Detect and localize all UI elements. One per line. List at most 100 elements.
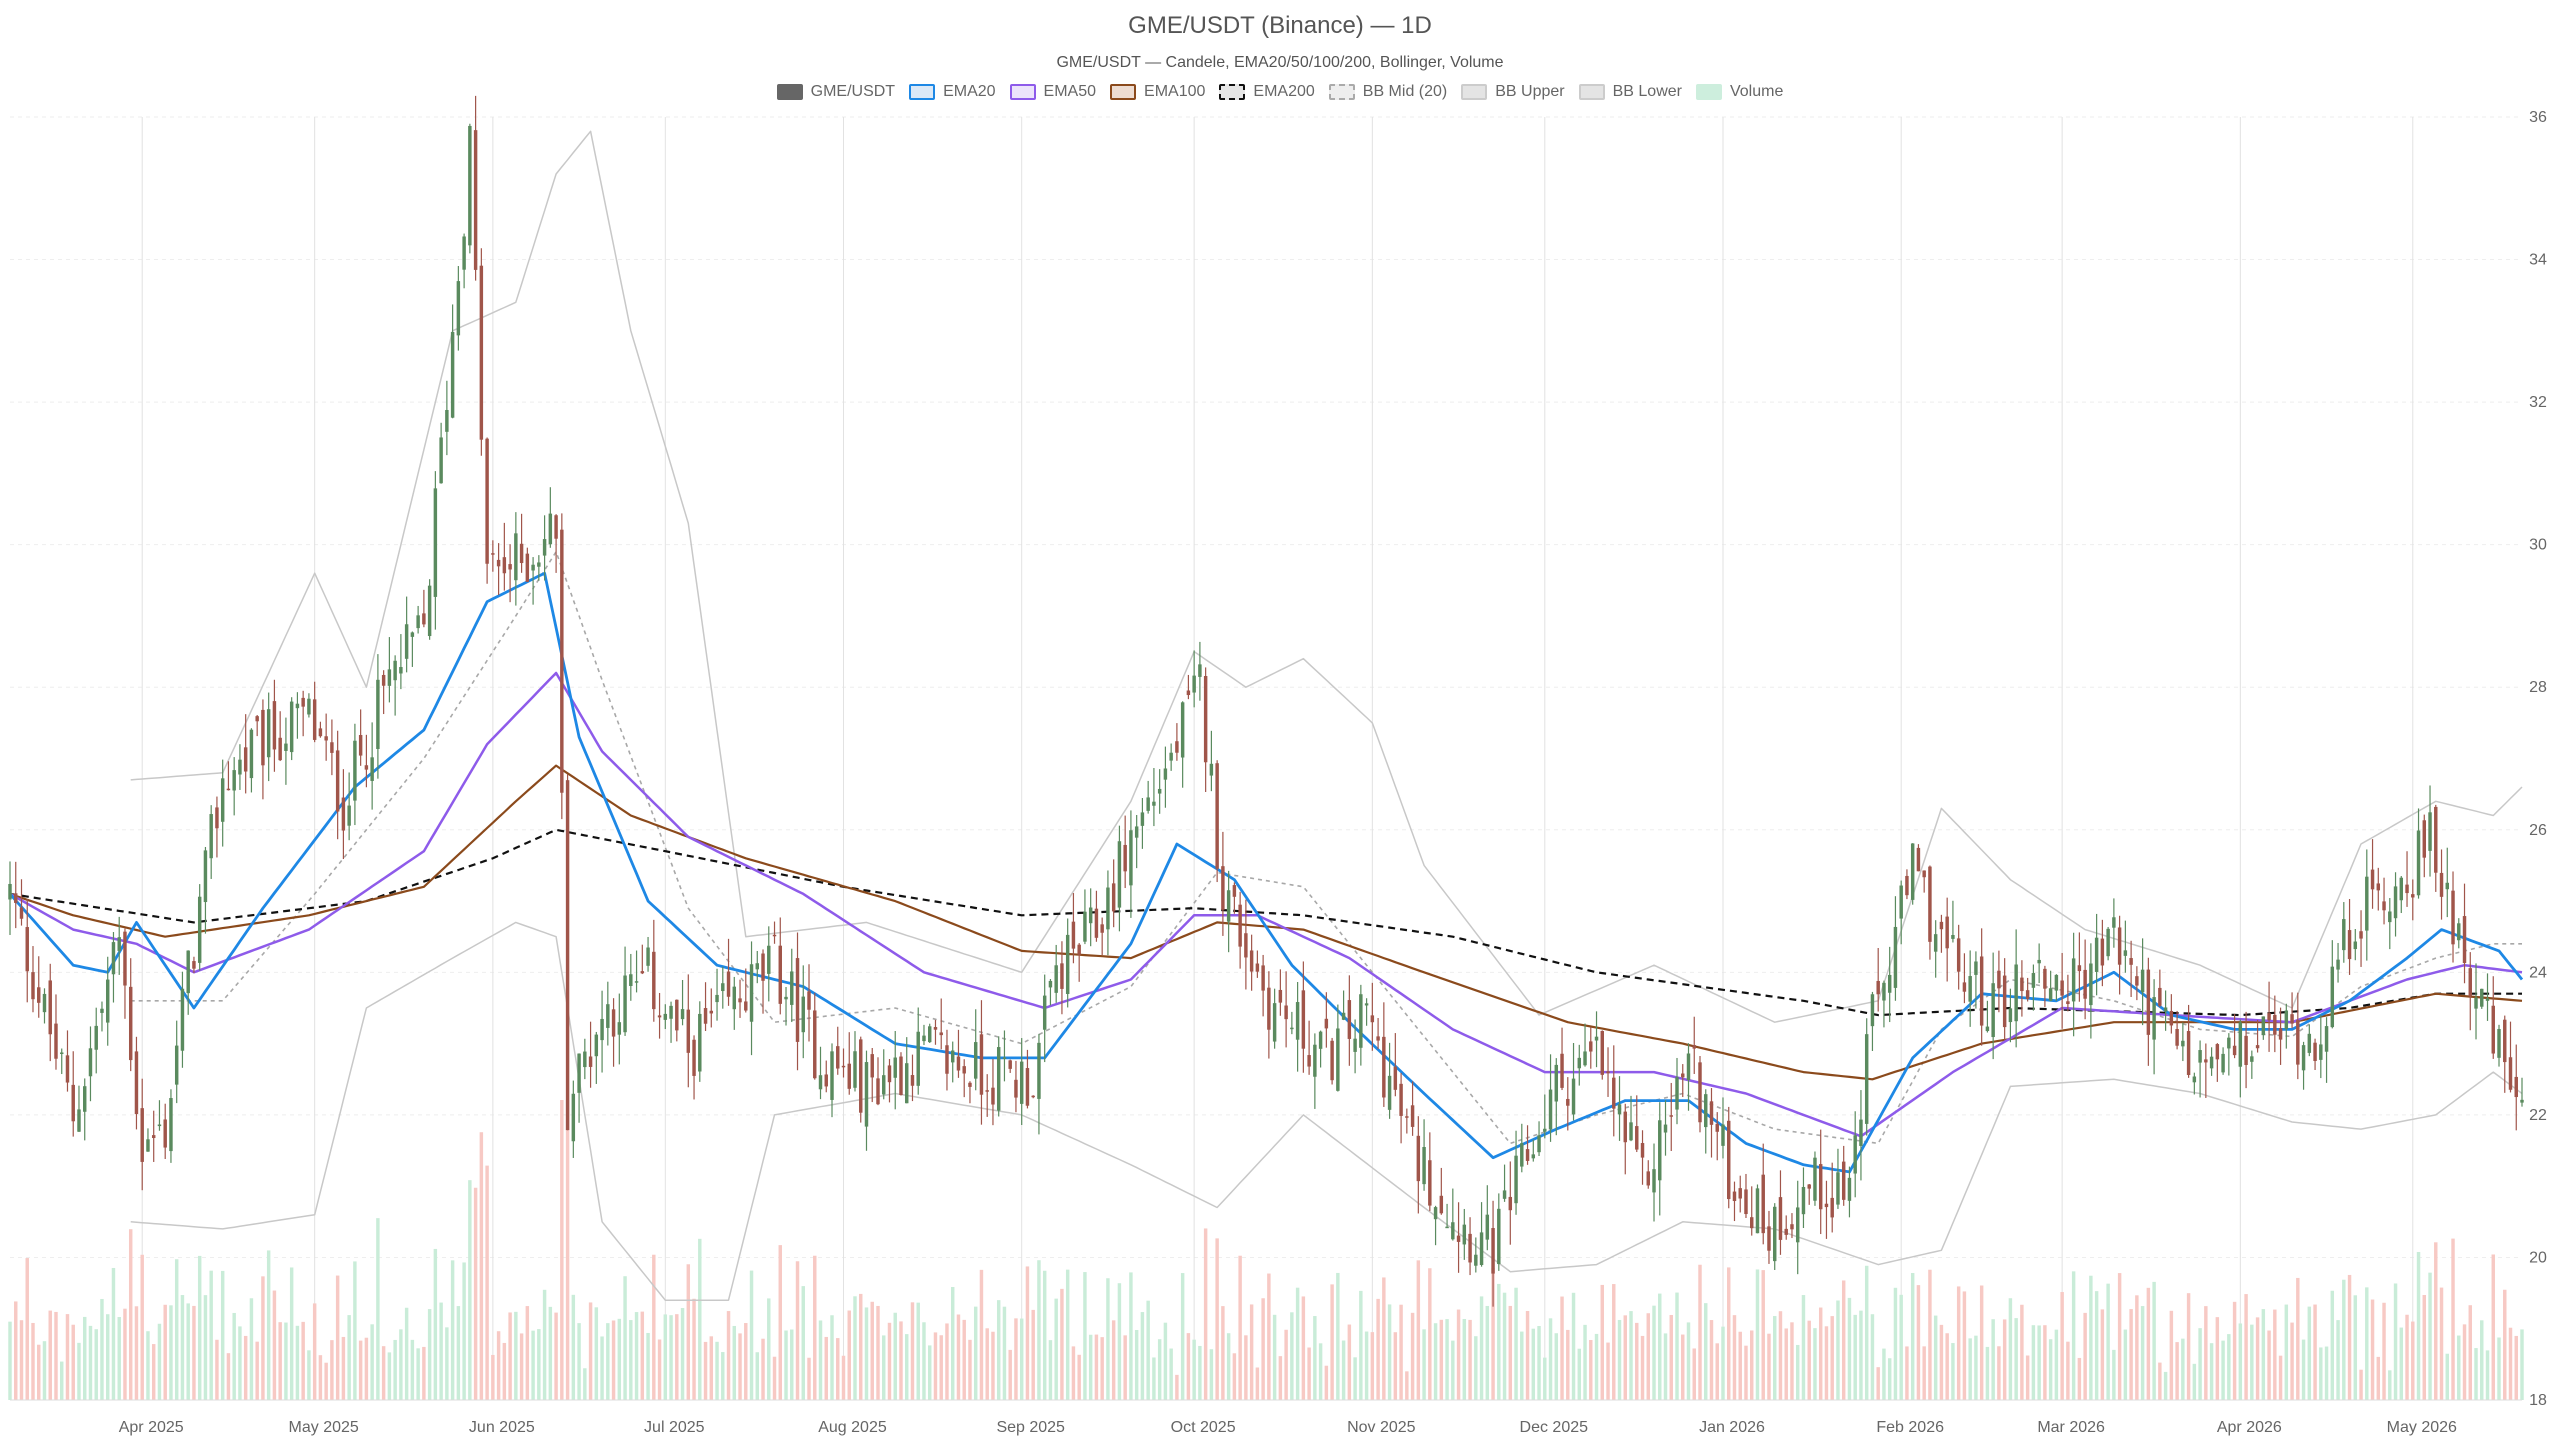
legend-item[interactable]: EMA20: [909, 83, 996, 101]
candle-body: [2129, 958, 2133, 965]
candle-body: [1451, 1222, 1455, 1240]
candle-body: [1008, 1060, 1012, 1069]
legend-item[interactable]: BB Mid (20): [1328, 83, 1447, 101]
volume-bar: [1410, 1312, 1415, 1400]
candle-body: [2112, 917, 2116, 928]
volume-bar: [1761, 1270, 1765, 1400]
candle-body: [2204, 1059, 2208, 1063]
volume-bar: [715, 1341, 719, 1400]
candle-body: [1163, 768, 1168, 780]
volume-bar: [1997, 1346, 2001, 1400]
candle-body: [761, 953, 765, 981]
candle-body: [922, 1035, 926, 1042]
volume-bar: [387, 1352, 392, 1400]
volume-bar: [2313, 1304, 2317, 1400]
volume-bar: [876, 1305, 880, 1400]
candle-body: [1824, 1203, 1829, 1208]
legend-swatch: [909, 84, 936, 100]
legend-item[interactable]: Volume: [1695, 83, 1783, 101]
volume-bar: [272, 1290, 277, 1400]
bb-upper-line: [130, 130, 2523, 1023]
candle-body: [1859, 1119, 1863, 1146]
candle-body: [1307, 1055, 1311, 1067]
legend-item[interactable]: BB Upper: [1461, 83, 1565, 101]
candle-body: [749, 964, 754, 1022]
candle-body: [1054, 965, 1058, 993]
candle-body: [1939, 921, 1944, 930]
candle-body: [2399, 877, 2404, 901]
volume-bar: [1962, 1291, 1967, 1400]
candle-body: [519, 543, 524, 564]
candle-body: [991, 1087, 995, 1105]
candle-body: [2267, 1013, 2271, 1021]
candle-body: [2077, 965, 2082, 972]
volume-bar: [2278, 1355, 2283, 1400]
volume-bar: [1864, 1265, 1869, 1400]
candle-body: [916, 1031, 920, 1086]
candle-body: [1623, 1111, 1627, 1143]
volume-bar: [2503, 1289, 2507, 1400]
candle-body: [583, 1051, 587, 1068]
volume-bar: [2112, 1349, 2116, 1400]
candle-body: [2330, 966, 2335, 1028]
candle-body: [151, 1135, 156, 1139]
volume-bar: [772, 1356, 777, 1400]
volume-bar: [1600, 1284, 1604, 1400]
volume-bar: [1117, 1283, 1122, 1400]
candle-body: [1221, 866, 1225, 910]
candle-body: [324, 736, 328, 741]
candle-body: [1663, 1124, 1668, 1133]
candle-body: [2186, 1031, 2191, 1075]
candle-body: [634, 981, 639, 983]
volume-bar: [1778, 1311, 1783, 1400]
volume-bar: [600, 1336, 604, 1400]
volume-bar: [726, 1311, 731, 1400]
volume-bar: [410, 1339, 415, 1400]
volume-bar: [692, 1298, 696, 1400]
candle-body: [376, 679, 380, 749]
volume-bar: [1186, 1333, 1191, 1400]
candle-body: [1025, 1068, 1030, 1106]
volume-bar: [657, 1339, 662, 1400]
volume-bar: [1255, 1367, 1260, 1400]
volume-bar: [2043, 1325, 2047, 1400]
volume-bar: [1514, 1287, 1518, 1400]
volume-bar: [1313, 1316, 1317, 1400]
candle-body: [2215, 1044, 2220, 1060]
volume-bar: [1629, 1311, 1633, 1400]
candle-body: [1037, 1042, 1041, 1099]
volume-bar: [1554, 1333, 1559, 1400]
candle-body: [2094, 937, 2099, 972]
volume-bar: [232, 1312, 236, 1400]
volume-bar: [956, 1314, 961, 1400]
legend-item[interactable]: EMA200: [1219, 83, 1315, 101]
volume-bar: [1721, 1326, 1725, 1400]
candle-body: [1933, 934, 1938, 952]
candle-body: [335, 750, 340, 812]
candle-body: [2347, 930, 2352, 960]
candle-body: [1583, 1051, 1587, 1066]
candle-body: [1100, 924, 1104, 933]
legend-item[interactable]: EMA50: [1009, 83, 1096, 101]
candle-body: [243, 747, 248, 772]
y-tick-label: 26: [2529, 822, 2547, 839]
volume-bar: [169, 1305, 173, 1400]
legend-item[interactable]: EMA100: [1110, 83, 1205, 101]
volume-bar: [1468, 1319, 1472, 1400]
legend-item[interactable]: BB Lower: [1578, 83, 1682, 101]
volume-bar: [48, 1310, 52, 1400]
legend-item[interactable]: GME/USDT: [776, 83, 895, 101]
candle-body: [123, 931, 127, 986]
volume-bar: [2319, 1347, 2323, 1400]
volume-bar: [1813, 1328, 1817, 1400]
candle-body: [2048, 988, 2053, 1001]
volume-bar: [341, 1336, 346, 1400]
candle-body: [1060, 963, 1064, 989]
candle-body: [1750, 1217, 1754, 1229]
candle-body: [1146, 797, 1150, 811]
volume-bar: [2020, 1304, 2024, 1400]
volume-bar: [1456, 1309, 1461, 1400]
candle-body: [611, 1009, 616, 1037]
candle-body: [1778, 1197, 1783, 1240]
candle-body: [2445, 882, 2449, 890]
